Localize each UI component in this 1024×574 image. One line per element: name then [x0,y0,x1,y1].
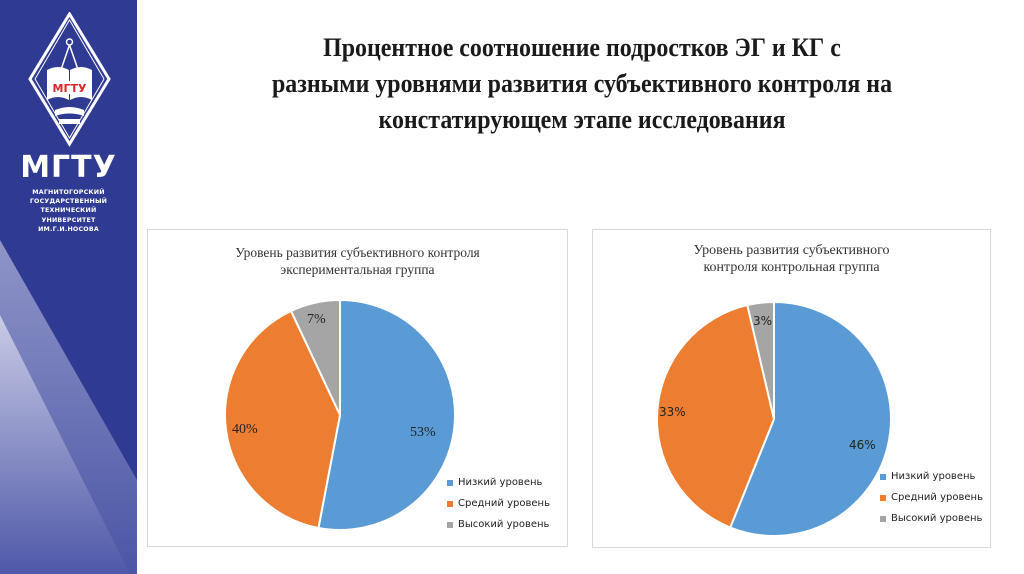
pie-slice-high [746,300,775,420]
legend-swatch [447,500,453,507]
legend-label: Средний уровень [458,498,550,509]
legend-swatch [447,479,453,486]
slice-label-low: 46% [849,438,876,452]
pie-plot [224,298,456,531]
university-name-line: ИМ.Г.И.НОСОВА [38,225,99,233]
university-name-line: МАГНИТОГОРСКИЙ [32,189,105,196]
chart-legend: Низкий уровень Средний уровень Высокий у… [880,466,983,529]
legend-label: Низкий уровень [891,471,976,482]
svg-text:МГТУ: МГТУ [53,82,87,95]
legend-swatch [447,521,453,528]
slice-label-high: 3% [753,314,773,328]
slice-label-medium: 40% [232,422,258,437]
legend-item-high: Высокий уровень [447,514,550,535]
legend-item-medium: Средний уровень [880,487,983,508]
legend-label: Низкий уровень [458,477,543,488]
legend-label: Средний уровень [891,492,983,503]
slide-title-line: Процентное соотношение подростков ЭГ и К… [323,33,841,62]
slide-title-line: констатирующем этапе исследования [378,105,786,134]
pie-slice-low [317,298,456,531]
legend-item-high: Высокий уровень [880,508,983,529]
slice-label-low: 53% [410,425,436,440]
university-full-name: МАГНИТОГОРСКИЙ ГОСУДАРСТВЕННЫЙ ТЕХНИЧЕСК… [0,188,137,234]
legend-item-medium: Средний уровень [447,493,550,514]
chart-legend: Низкий уровень Средний уровень Высокий у… [447,472,550,535]
legend-item-low: Низкий уровень [447,472,550,493]
chart-title-line: экспериментальная группа [280,262,435,277]
pie-slice-medium [224,309,342,530]
chart-title: Уровень развития субъективного контроля … [148,244,567,278]
chart-title-line: Уровень развития субъективного [693,243,890,258]
chart-title-line: контроля контрольная группа [703,260,880,275]
sidebar-background-stripes [0,240,137,574]
legend-item-low: Низкий уровень [880,466,983,487]
pie-slice-high [289,298,341,416]
university-name-line: ГОСУДАРСТВЕННЫЙ [29,198,108,206]
legend-swatch [880,494,886,501]
university-name-logo: МГТУ [20,150,117,185]
slice-label-medium: 33% [659,405,686,419]
legend-label: Высокий уровень [458,519,550,530]
pie-slice-low [728,300,892,537]
university-name-line: УНИВЕРСИТЕТ [41,216,96,224]
legend-swatch [880,473,886,480]
legend-swatch [880,515,886,522]
pie-chart-experimental-group: Уровень развития субъективного контроля … [147,229,568,547]
pie-slice-medium [656,303,776,529]
slide-title-line: разными уровнями развития субъективного … [271,69,893,98]
sidebar-branding: МГТУ МГТУ МАГНИТОГОРСКИЙ ГОСУДАРСТВЕННЫЙ… [0,0,137,574]
legend-label: Высокий уровень [891,513,983,524]
pie-plot [656,300,892,537]
slice-label-high: 7% [307,312,326,327]
chart-title-line: Уровень развития субъективного контроля [235,245,480,260]
university-emblem-icon: МГТУ [28,12,111,147]
university-name-line: ТЕХНИЧЕСКИЙ [40,207,97,215]
slide-title: Процентное соотношение подростков ЭГ и К… [175,30,988,138]
chart-title: Уровень развития субъективного контроля … [593,242,990,276]
pie-chart-control-group: Уровень развития субъективного контроля … [592,229,991,548]
